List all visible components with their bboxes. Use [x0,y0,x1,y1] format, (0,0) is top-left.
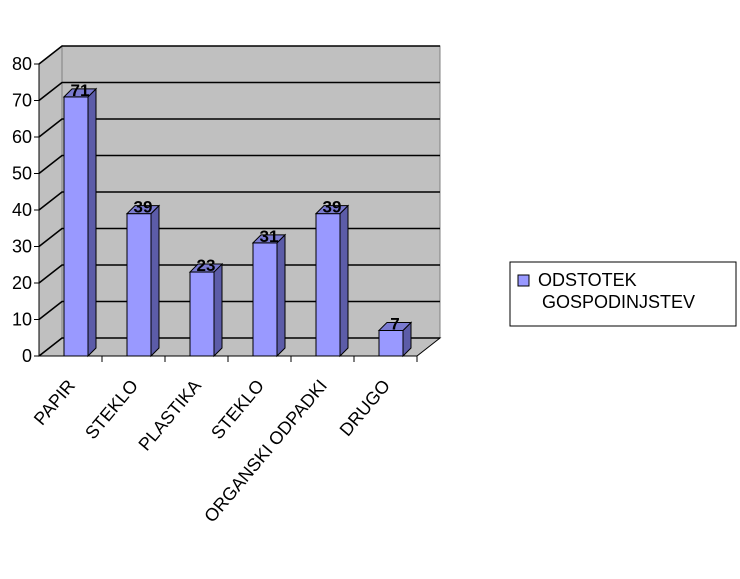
x-tick-label: STEKLO [81,376,142,443]
data-label: 23 [197,256,216,275]
legend-swatch [517,274,530,287]
gridlines [38,45,440,357]
x-tick-label: ORGANSKI ODPADKI [200,376,331,527]
y-tick-label: 60 [12,127,32,147]
bars [62,87,413,358]
bar-side [213,262,223,358]
bar [188,262,224,358]
x-tick-label: STEKLO [207,376,268,443]
gridline [38,337,440,357]
x-tick-label: DRUGO [336,376,394,440]
y-tick-label: 30 [12,237,32,257]
bar [125,204,161,358]
gridline [38,154,440,175]
bar-front [252,242,278,357]
bar-front [315,213,341,357]
bar-top [377,321,413,331]
bar [251,233,287,358]
data-label: 71 [71,81,90,100]
bar [62,87,98,358]
data-label: 31 [260,227,279,246]
gridline [38,81,440,102]
legend-box [509,261,737,327]
legend-label: GOSPODINJSTEV [542,292,695,312]
gridline [38,118,440,138]
data-label: 39 [134,198,153,217]
x-tick-label: PLASTIKA [134,376,205,455]
bar-side [150,204,160,358]
y-axis-ticks: 0 10 20 30 40 50 60 70 80 [12,54,39,366]
y-tick-label: 50 [12,164,32,184]
y-tick-label: 80 [12,54,32,74]
legend-label: ODSTOTEK [538,270,637,290]
bar-side [276,233,286,358]
bar-top [314,205,350,215]
bar-side [339,204,349,358]
y-tick-label: 10 [12,310,32,330]
bar [314,204,350,358]
bar-top [188,263,224,273]
gridline [38,45,440,65]
bar-top [251,234,287,244]
data-label: 7 [390,314,399,333]
data-label: 39 [323,198,342,217]
gridline [38,227,440,248]
x-tick-label: PAPIR [30,376,79,429]
data-labels: 71 39 23 31 39 7 [71,81,400,334]
bar-top [62,88,98,98]
gridline [38,264,440,284]
bar-front [63,96,89,357]
y-tick-label: 40 [12,200,32,220]
y-tick-label: 20 [12,273,32,293]
y-tick-label: 70 [12,91,32,111]
bar-front [378,329,404,357]
bar-top [125,205,161,215]
chart-walls [37,44,442,358]
y-tick-label: 0 [22,346,32,366]
bar-front [189,271,215,357]
bar-front [126,213,152,357]
bar-side [87,87,97,358]
gridline [38,191,440,211]
gridline [38,300,440,321]
bar [377,321,413,358]
